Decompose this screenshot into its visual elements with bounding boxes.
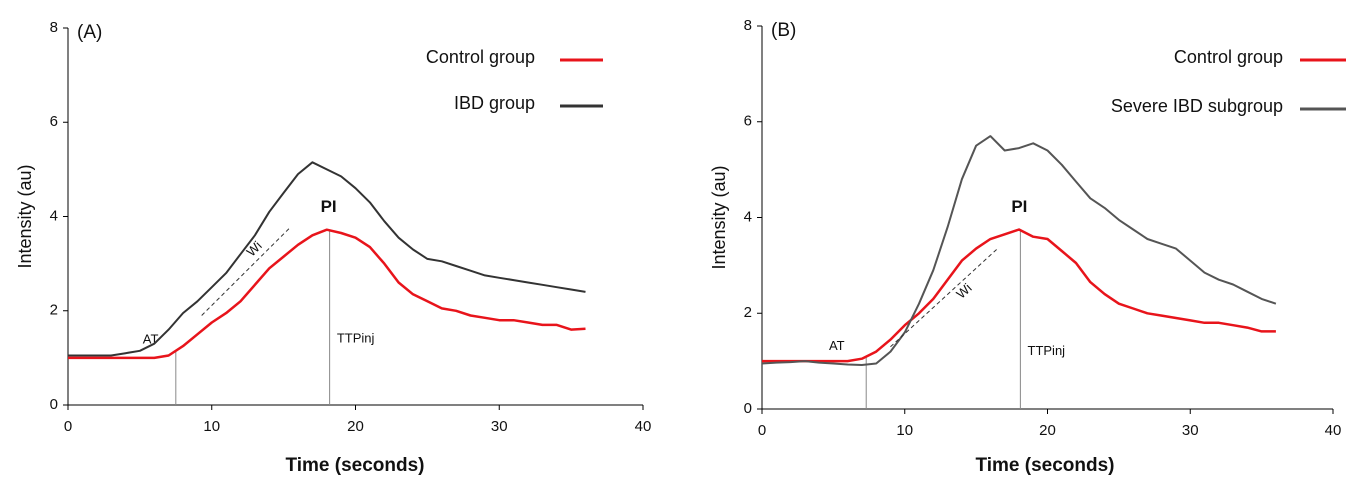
x-axis-title: Time (seconds) xyxy=(975,455,1114,476)
slope-line xyxy=(890,248,998,348)
x-tick-label: 30 xyxy=(1182,422,1199,439)
line-series xyxy=(68,228,586,360)
marker-label: TTPinj xyxy=(337,330,375,345)
legend-label: Severe IBD subgroup xyxy=(1111,96,1283,116)
panel-label: (A) xyxy=(77,22,102,43)
legend-label: Control group xyxy=(426,47,535,67)
slope-label: Wi xyxy=(953,280,974,301)
x-tick-label: 0 xyxy=(64,418,72,435)
y-tick-label: 6 xyxy=(744,113,752,130)
x-axis-title: Time (seconds) xyxy=(285,455,424,476)
line-series xyxy=(762,228,1276,363)
y-tick-label: 4 xyxy=(744,208,752,225)
y-tick-label: 0 xyxy=(50,396,58,413)
x-tick-label: 0 xyxy=(758,422,766,439)
slope-line xyxy=(201,227,290,316)
x-tick-label: 20 xyxy=(347,418,364,435)
y-tick-label: 8 xyxy=(50,19,58,36)
legend-label: Control group xyxy=(1174,47,1283,67)
x-tick-label: 40 xyxy=(1325,422,1342,439)
x-tick-label: 20 xyxy=(1039,422,1056,439)
x-tick-label: 10 xyxy=(896,422,913,439)
y-axis-title: Intensity (au) xyxy=(15,164,35,268)
marker-label: AT xyxy=(143,331,159,346)
y-tick-label: 8 xyxy=(744,17,752,34)
y-tick-label: 6 xyxy=(50,113,58,130)
x-tick-label: 10 xyxy=(203,418,220,435)
line-series xyxy=(761,135,1277,366)
y-tick-label: 2 xyxy=(744,304,752,321)
line-series xyxy=(68,161,586,357)
x-tick-label: 40 xyxy=(635,418,652,435)
panel-label: (B) xyxy=(771,20,796,41)
x-tick-label: 30 xyxy=(491,418,508,435)
peak-label: PI xyxy=(1011,197,1027,216)
peak-label: PI xyxy=(321,197,337,216)
marker-label: TTPinj xyxy=(1028,343,1066,358)
y-axis-title: Intensity (au) xyxy=(709,165,729,269)
y-tick-label: 4 xyxy=(50,207,58,224)
legend-label: IBD group xyxy=(454,93,535,113)
marker-label: AT xyxy=(829,338,845,353)
y-tick-label: 2 xyxy=(50,302,58,319)
y-tick-label: 0 xyxy=(744,400,752,417)
